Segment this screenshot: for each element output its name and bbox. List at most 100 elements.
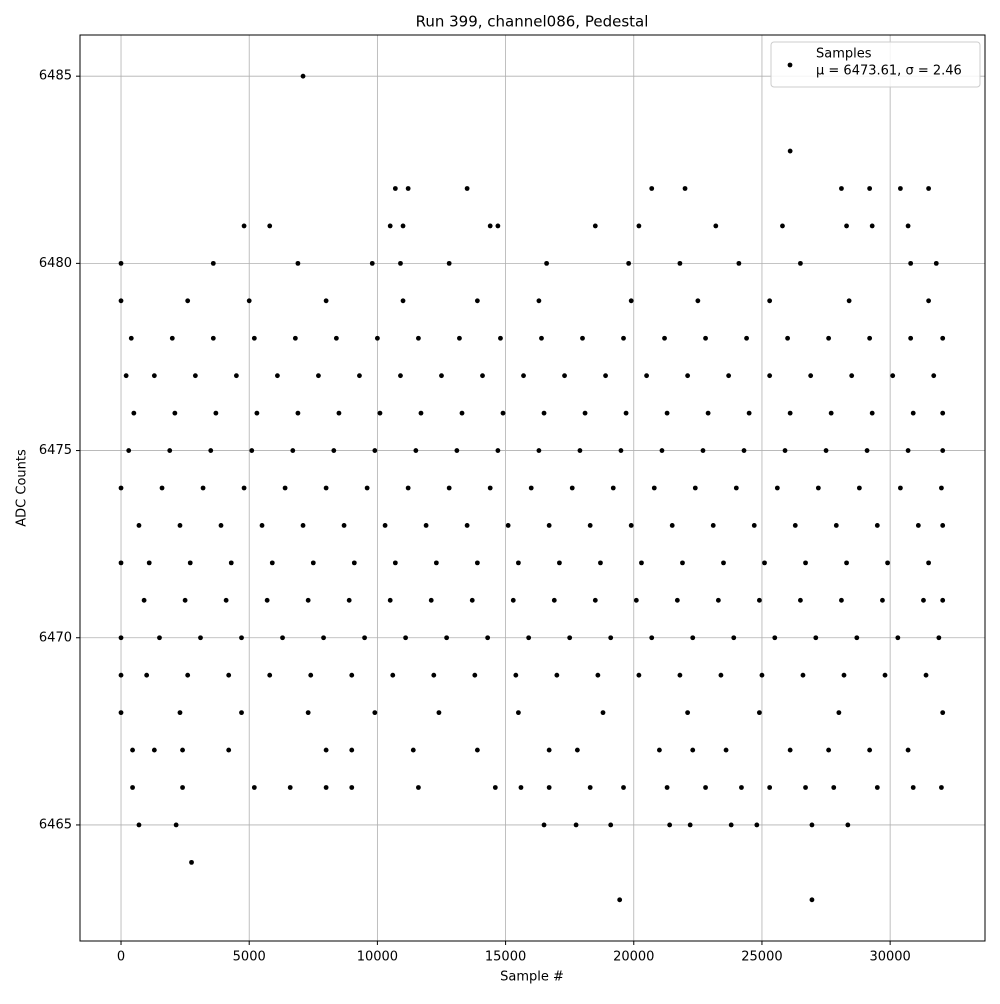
data-point — [703, 785, 708, 790]
data-point — [151, 373, 157, 379]
data-point — [682, 186, 688, 191]
data-point — [603, 373, 608, 379]
data-point — [487, 223, 493, 229]
data-point — [459, 410, 465, 416]
data-point — [267, 223, 273, 229]
data-point — [910, 410, 916, 416]
data-point — [416, 335, 421, 341]
data-point — [218, 523, 224, 528]
data-point — [939, 485, 944, 491]
data-point — [208, 448, 214, 453]
data-point — [505, 523, 511, 528]
data-point — [649, 186, 655, 191]
data-point — [480, 373, 485, 379]
data-point — [674, 597, 680, 603]
data-point — [785, 335, 790, 341]
data-point — [185, 672, 191, 678]
data-point — [639, 560, 644, 566]
data-point — [528, 485, 534, 491]
data-point — [833, 523, 839, 528]
data-point — [180, 785, 185, 790]
x-axis-label: Sample # — [500, 970, 564, 985]
x-tick-label: 30000 — [869, 950, 910, 965]
data-point — [587, 523, 593, 528]
data-point — [210, 335, 216, 341]
data-point — [405, 186, 411, 191]
data-point — [618, 448, 624, 453]
data-point — [144, 672, 150, 678]
data-point — [809, 822, 815, 828]
data-point — [280, 635, 285, 641]
data-point — [767, 785, 773, 790]
data-point — [739, 785, 744, 790]
data-point — [890, 373, 896, 379]
data-point — [667, 822, 673, 828]
data-point — [580, 335, 585, 341]
data-point — [151, 747, 157, 753]
data-point — [685, 710, 691, 716]
data-point — [574, 747, 580, 753]
data-point — [541, 822, 547, 828]
data-point — [474, 747, 480, 753]
data-point — [192, 373, 198, 379]
data-point — [239, 635, 244, 641]
data-point — [662, 335, 667, 341]
data-point — [254, 410, 260, 416]
data-point — [403, 635, 408, 641]
data-point — [130, 785, 135, 790]
data-point — [940, 448, 946, 453]
data-point — [485, 635, 491, 641]
data-point — [200, 485, 206, 491]
data-point — [713, 223, 719, 229]
data-point — [664, 785, 670, 790]
data-point — [849, 373, 855, 379]
data-point — [756, 597, 762, 603]
legend-label: Samples — [816, 47, 872, 62]
data-point — [308, 672, 314, 678]
legend-marker — [787, 62, 793, 68]
data-point — [736, 260, 742, 266]
data-point — [885, 560, 890, 566]
data-point — [233, 373, 239, 379]
data-point — [226, 747, 232, 753]
data-point — [592, 597, 598, 603]
y-tick-label: 6470 — [39, 630, 72, 645]
data-point — [472, 672, 478, 678]
data-point — [521, 373, 526, 379]
data-point — [926, 298, 931, 304]
data-point — [787, 747, 793, 753]
data-point — [940, 710, 946, 716]
data-point — [418, 410, 424, 416]
data-point — [844, 223, 849, 229]
data-point — [210, 260, 216, 266]
grid — [80, 35, 985, 941]
data-point — [189, 859, 194, 865]
data-point — [685, 373, 691, 379]
data-point — [372, 448, 378, 453]
data-point — [159, 485, 165, 491]
data-point — [305, 597, 311, 603]
data-point — [695, 298, 701, 304]
data-point — [700, 448, 706, 453]
data-point — [762, 560, 767, 566]
data-point — [436, 710, 442, 716]
data-point — [126, 448, 132, 453]
data-point — [939, 785, 944, 790]
x-tick-label: 20000 — [613, 950, 654, 965]
data-point — [295, 260, 301, 266]
data-point — [292, 335, 298, 341]
legend-stats: μ = 6473.61, σ = 2.46 — [816, 64, 962, 79]
data-point — [741, 448, 747, 453]
data-point — [398, 260, 403, 266]
data-point — [940, 335, 946, 341]
data-point — [169, 335, 175, 341]
data-point — [495, 223, 501, 229]
data-point — [369, 260, 375, 266]
data-point — [703, 335, 708, 341]
data-point — [567, 635, 573, 641]
data-point — [608, 635, 614, 641]
data-point — [167, 448, 173, 453]
data-point — [141, 597, 147, 603]
data-point — [644, 373, 649, 379]
data-point — [241, 223, 247, 229]
